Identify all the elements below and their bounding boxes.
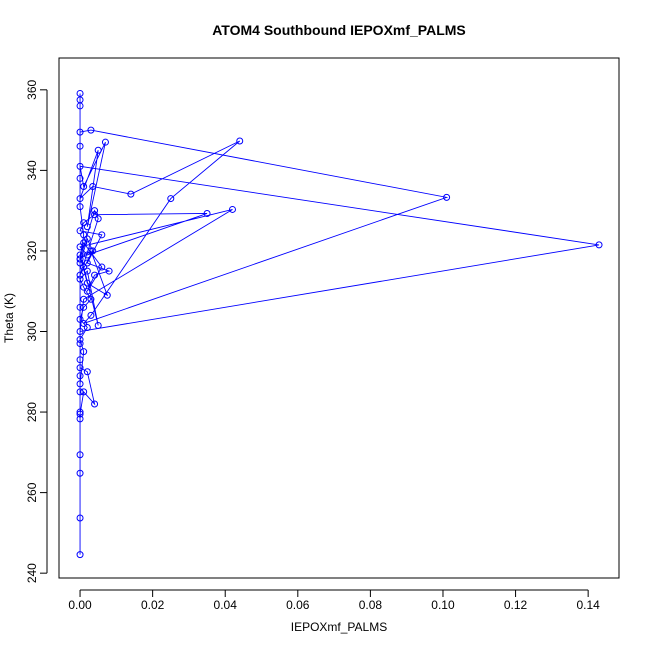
y-tick-label: 300 [25, 321, 39, 341]
data-point [76, 259, 84, 267]
data-point [76, 340, 84, 348]
data-point [76, 372, 84, 380]
data-point [76, 243, 84, 251]
x-tick-label: 0.08 [359, 598, 383, 612]
data-point [76, 203, 84, 211]
data-point [105, 267, 113, 275]
data-point [167, 195, 175, 203]
data-point [443, 193, 451, 201]
data-point [76, 415, 84, 423]
data-point [103, 291, 111, 299]
data-point [595, 241, 603, 249]
data-point [80, 283, 88, 291]
data-point [127, 190, 135, 198]
data-point [83, 323, 91, 331]
x-tick-label: 0.10 [431, 598, 455, 612]
data-point [80, 303, 88, 311]
data-point [76, 315, 84, 323]
data-point [80, 388, 88, 396]
data-point [76, 162, 84, 170]
data-point [76, 142, 84, 150]
data-point [80, 231, 88, 239]
data-point [94, 146, 102, 154]
data-point [98, 231, 106, 239]
chart-title: ATOM4 Southbound IEPOXmf_PALMS [212, 22, 466, 38]
y-tick-label: 240 [25, 563, 39, 583]
data-point [89, 182, 97, 190]
x-tick-label: 0.02 [141, 598, 165, 612]
data-point [76, 255, 84, 263]
data-point [91, 207, 99, 215]
x-tick-label: 0.12 [504, 598, 528, 612]
y-tick-label: 280 [25, 402, 39, 422]
data-point [83, 368, 91, 376]
data-point [83, 259, 91, 267]
data-point [83, 223, 91, 231]
data-point [76, 195, 84, 203]
data-point [76, 469, 84, 477]
data-point [76, 275, 84, 283]
data-point [76, 408, 84, 416]
data-point [80, 295, 88, 303]
data-point [98, 263, 106, 271]
data-point [101, 138, 109, 146]
data-point [228, 205, 236, 213]
x-tick-label: 0.14 [576, 598, 600, 612]
data-point [76, 303, 84, 311]
data-point [80, 319, 88, 327]
y-tick-label: 360 [25, 79, 39, 99]
x-axis-label: IEPOXmf_PALMS [291, 620, 387, 634]
data-point [91, 400, 99, 408]
data-point [76, 514, 84, 522]
data-point [87, 295, 95, 303]
data-point [94, 215, 102, 223]
y-tick-label: 340 [25, 160, 39, 180]
data-line [79, 93, 600, 555]
data-point [80, 182, 88, 190]
data-point [87, 247, 95, 255]
data-point [87, 126, 95, 134]
data-point [76, 451, 84, 459]
data-point [76, 410, 84, 418]
data-point [203, 209, 211, 217]
data-point [80, 219, 88, 227]
data-point [83, 251, 91, 259]
data-point [80, 348, 88, 356]
data-point [76, 380, 84, 388]
data-point [91, 211, 99, 219]
data-point [76, 327, 84, 335]
x-tick-label: 0.06 [286, 598, 310, 612]
data-point [76, 227, 84, 235]
y-tick-label: 260 [25, 482, 39, 502]
data-point [80, 263, 88, 271]
x-tick-label: 0.00 [68, 598, 92, 612]
data-point [76, 271, 84, 279]
data-point [87, 311, 95, 319]
data-point [83, 279, 91, 287]
data-point [76, 356, 84, 364]
data-point [91, 271, 99, 279]
x-tick-label: 0.04 [214, 598, 238, 612]
data-point [76, 174, 84, 182]
data-point [83, 287, 91, 295]
data-point [76, 251, 84, 259]
data-point [76, 551, 84, 559]
data-point [76, 336, 84, 344]
data-point [83, 267, 91, 275]
y-tick-label: 320 [25, 241, 39, 261]
data-point [94, 321, 102, 329]
data-point [76, 89, 84, 97]
data-point [89, 247, 97, 255]
data-point [76, 364, 84, 372]
y-axis-label: Theta (K) [2, 293, 16, 343]
plot-frame [58, 57, 620, 579]
data-point [236, 137, 244, 145]
data-point [83, 235, 91, 243]
data-point [76, 388, 84, 396]
data-point [80, 239, 88, 247]
data-point [76, 128, 84, 136]
